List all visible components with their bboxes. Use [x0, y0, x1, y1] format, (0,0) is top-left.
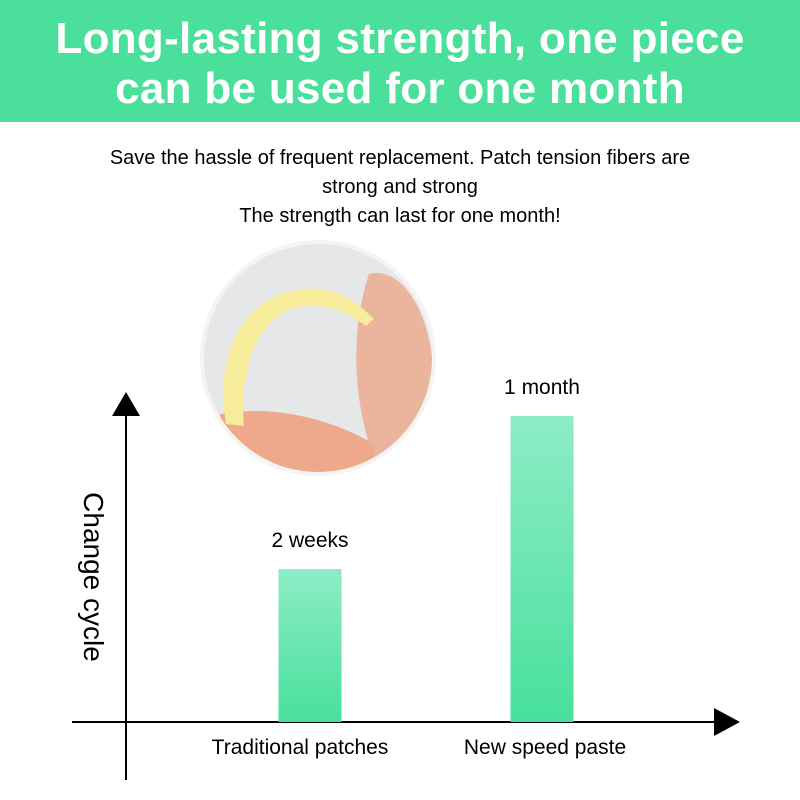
data-label: 1 month: [504, 376, 580, 399]
patch-on-finger-icon: [204, 244, 432, 472]
headline-line-1: Long-lasting strength, one piece: [55, 14, 745, 63]
bar-0: [278, 569, 342, 722]
data-label: 2 weeks: [271, 529, 349, 552]
subtitle-line-3: The strength can last for one month!: [239, 205, 561, 227]
bar-1: [510, 416, 574, 722]
category-label: Traditional patches: [211, 736, 389, 759]
subtitle-line-1: Save the hassle of frequent replacement.…: [109, 147, 691, 169]
header-banner: Long-lasting strength, one piece can be …: [0, 0, 800, 122]
subtitle-line-2: strong and strong: [322, 176, 478, 198]
y-axis-label: Change cycle: [78, 492, 109, 662]
product-photo: [204, 244, 432, 472]
category-label: New speed paste: [463, 736, 627, 759]
headline-line-2: can be used for one month: [115, 64, 685, 113]
y-axis-arrow-icon: [112, 392, 140, 416]
x-axis-arrow-icon: [714, 708, 740, 736]
subtitle: Save the hassle of frequent replacement.…: [0, 144, 800, 231]
